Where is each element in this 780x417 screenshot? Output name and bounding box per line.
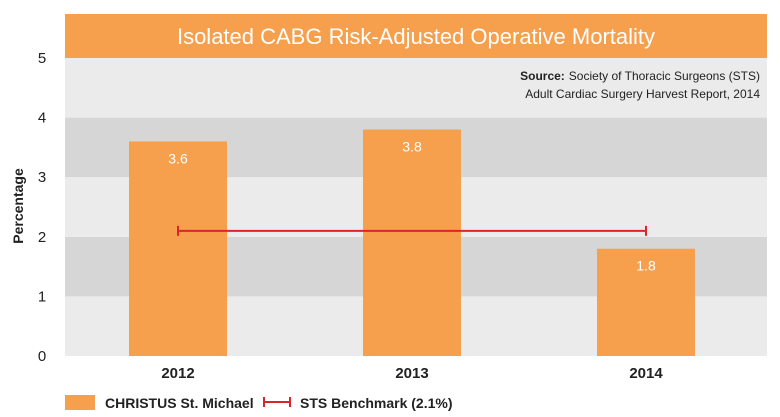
y-tick-label: 3 [38,169,46,186]
x-axis-labels: 2012 2013 2014 [161,365,663,382]
bar-2013 [363,129,461,356]
y-tick-label: 0 [38,348,46,365]
data-label-2013: 3.8 [402,139,422,155]
legend-label-bar: CHRISTUS St. Michael [105,395,254,411]
y-tick-label: 2 [38,229,46,246]
bars: 3.6 3.8 1.8 [129,129,695,356]
legend-swatch-bar [65,395,95,410]
title-banner [65,14,767,58]
data-label-2012: 3.6 [168,150,188,166]
source-line-2: Adult Cardiac Surgery Harvest Report, 20… [525,87,760,101]
bar-2012 [129,141,227,356]
grid-band [65,58,767,118]
y-tick-label: 4 [38,110,46,127]
data-label-2014: 1.8 [636,258,656,274]
y-tick-label: 5 [38,50,46,67]
bar-2014 [597,248,695,356]
source-label: Source: [520,69,565,83]
y-tick-label: 1 [38,288,46,305]
legend: CHRISTUS St. Michael STS Benchmark (2.1%… [65,395,453,411]
y-axis-ticks: 0 1 2 3 4 5 [38,50,46,365]
x-tick-label-2014: 2014 [629,365,663,382]
benchmark-line-group [177,225,647,236]
source-text-1: Society of Thoracic Surgeons (STS) [569,69,760,83]
x-tick-label-2012: 2012 [161,365,194,382]
source-line-1: Source: Society of Thoracic Surgeons (STS… [520,69,760,83]
legend-label-benchmark: STS Benchmark (2.1%) [300,395,453,411]
y-axis-label: Percentage [10,168,26,244]
chart-title: Isolated CABG Risk-Adjusted Operative Mo… [177,24,655,49]
x-tick-label-2013: 2013 [395,365,428,382]
